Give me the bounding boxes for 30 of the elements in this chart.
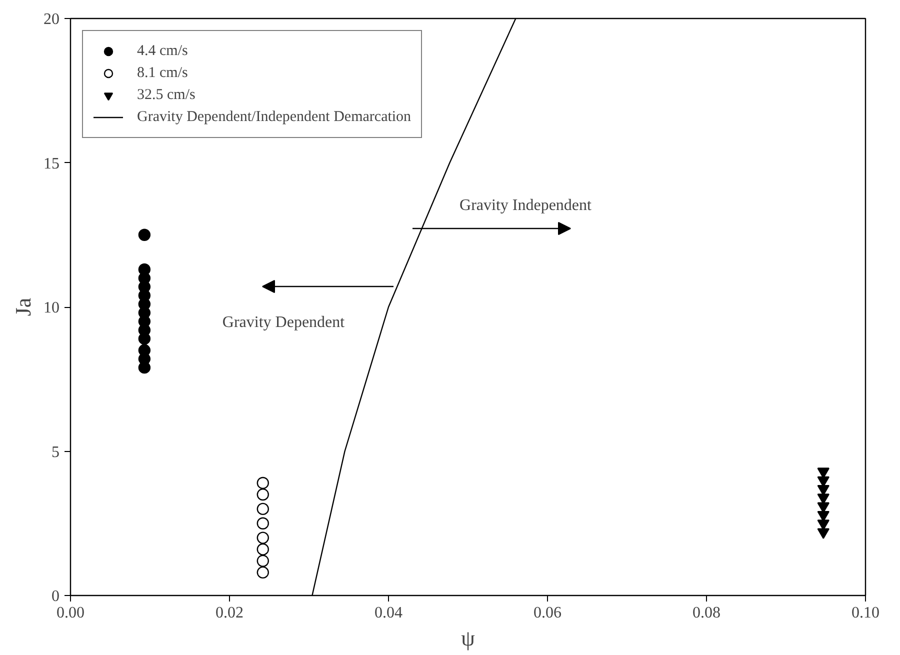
point	[256, 476, 269, 490]
point	[256, 543, 269, 556]
x-tick-label: 0.08	[692, 604, 720, 622]
point	[256, 502, 269, 516]
legend-label: 4.4 cm/s	[137, 42, 188, 60]
y-tick-label: 20	[44, 11, 60, 28]
legend-label: Gravity Dependent/Independent Demarcation	[137, 108, 412, 126]
y-tick-label: 10	[44, 300, 60, 316]
point	[256, 532, 269, 544]
point	[256, 517, 269, 530]
legend-label: 8.1 cm/s	[137, 64, 188, 82]
point	[817, 528, 830, 539]
point	[256, 566, 269, 579]
legend-label: 32.5 cm/s	[137, 86, 196, 104]
y-axis-title: Ja	[10, 298, 36, 316]
x-axis-title: ψ	[461, 626, 476, 650]
annotation: Gravity Independent	[460, 197, 592, 214]
point	[138, 332, 151, 345]
y-tick-label: 15	[44, 155, 60, 172]
y-tick-label: 0	[52, 588, 60, 605]
x-tick-label: 0.10	[852, 604, 880, 622]
x-tick-label: 0.04	[374, 604, 402, 622]
point	[256, 554, 269, 567]
annotation: Gravity Dependent	[222, 314, 346, 331]
point	[138, 228, 151, 241]
x-tick-label: 0.02	[216, 604, 244, 622]
point	[256, 488, 269, 501]
x-tick-label: 0.00	[56, 604, 84, 622]
x-tick-label: 0.06	[534, 604, 562, 622]
y-tick-label: 5	[52, 444, 60, 461]
